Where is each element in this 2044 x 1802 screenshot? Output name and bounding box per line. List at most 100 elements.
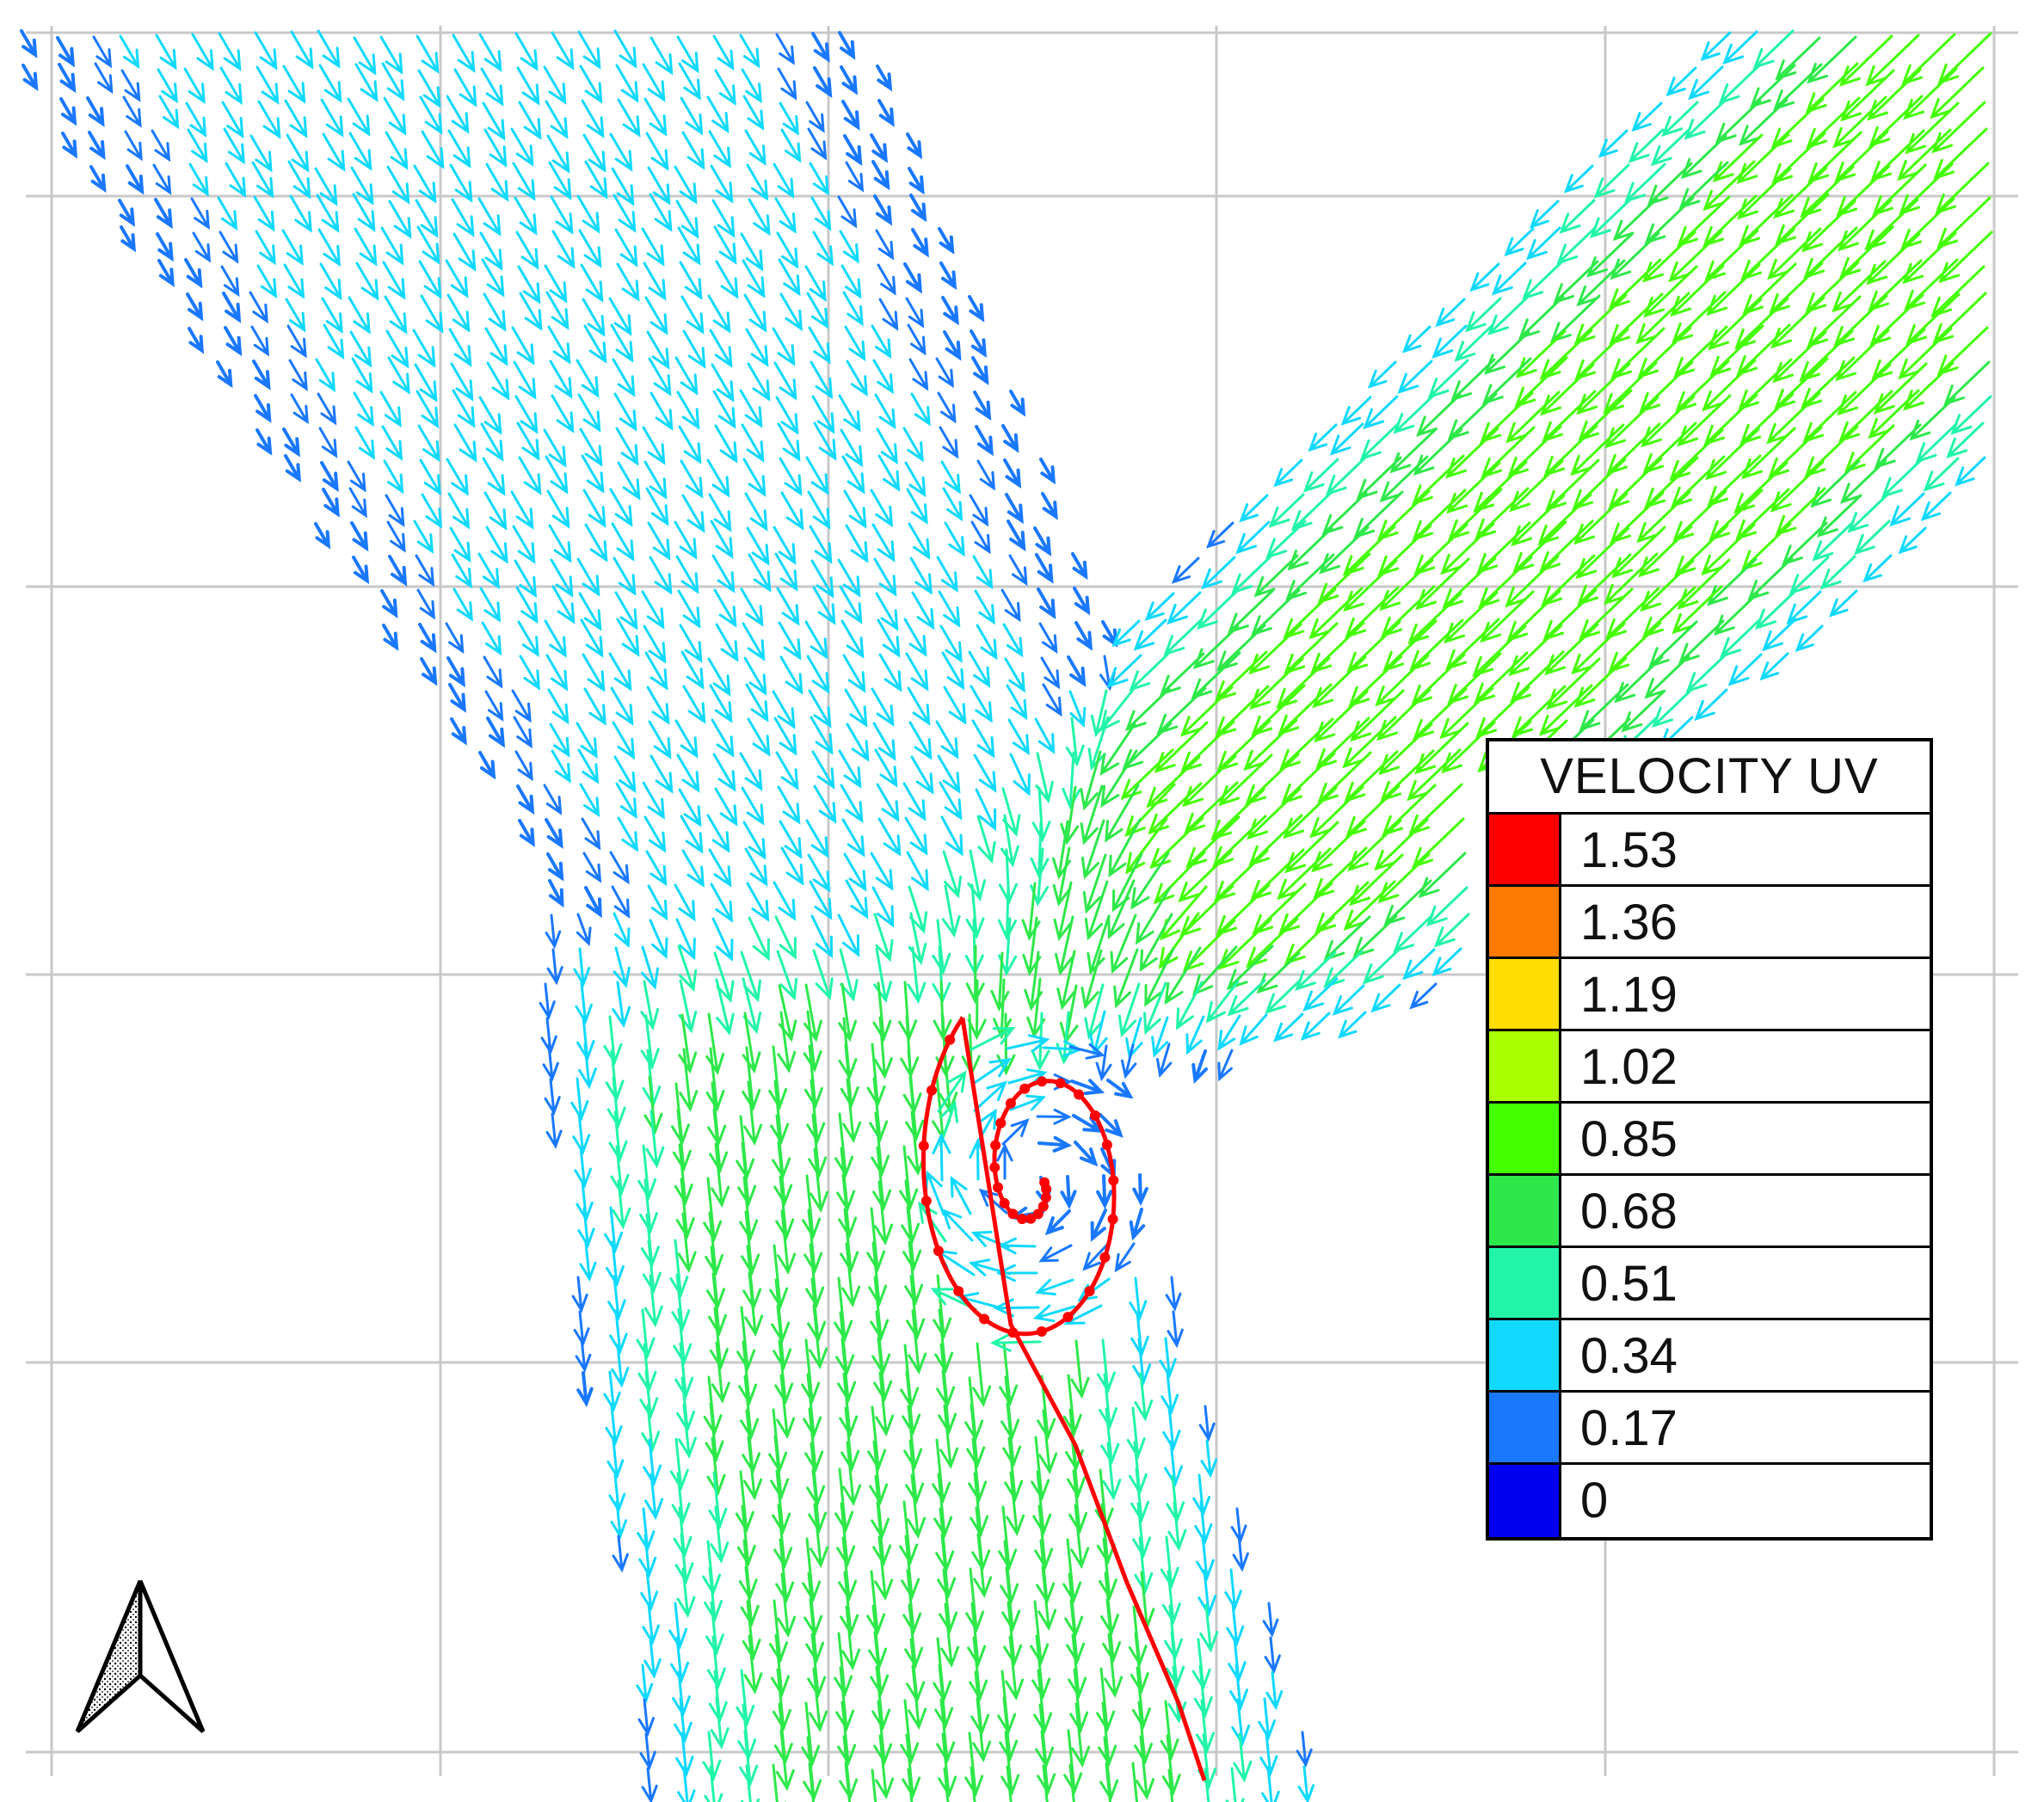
velocity-vector bbox=[1708, 298, 1763, 351]
velocity-vector bbox=[807, 127, 828, 161]
velocity-vector bbox=[1182, 754, 1237, 808]
velocity-vector bbox=[902, 1206, 922, 1272]
velocity-vector bbox=[675, 555, 699, 594]
velocity-vector bbox=[1546, 657, 1601, 710]
vortex-trace-point bbox=[1037, 1076, 1048, 1087]
velocity-vector bbox=[643, 1075, 663, 1135]
velocity-vector bbox=[1775, 193, 1830, 246]
velocity-vector bbox=[1713, 592, 1759, 636]
velocity-vector bbox=[1481, 426, 1536, 479]
velocity-vector bbox=[1348, 655, 1403, 708]
velocity-vector bbox=[1431, 324, 1468, 359]
velocity-vector bbox=[944, 521, 965, 557]
velocity-vector bbox=[578, 1042, 597, 1090]
vortex-trace-point bbox=[1089, 1110, 1100, 1121]
velocity-vector bbox=[1179, 686, 1234, 737]
velocity-vector bbox=[1107, 879, 1136, 940]
velocity-vector bbox=[617, 461, 641, 501]
velocity-vector bbox=[741, 423, 765, 463]
velocity-vector bbox=[906, 488, 928, 525]
velocity-vector bbox=[576, 1371, 594, 1408]
velocity-vector bbox=[1151, 1016, 1169, 1058]
velocity-vector bbox=[972, 1697, 992, 1763]
velocity-vector bbox=[1308, 587, 1364, 640]
velocity-vector bbox=[1001, 424, 1019, 453]
velocity-vector bbox=[908, 885, 928, 934]
velocity-vector bbox=[1508, 624, 1563, 677]
velocity-vector bbox=[1739, 98, 1788, 146]
velocity-vector bbox=[1261, 1766, 1280, 1802]
velocity-vector bbox=[746, 526, 770, 566]
velocity-vector bbox=[1060, 1175, 1077, 1209]
velocity-vector bbox=[872, 722, 896, 761]
velocity-vector bbox=[874, 393, 896, 430]
velocity-vector bbox=[1770, 97, 1825, 149]
velocity-vector bbox=[1641, 395, 1696, 448]
velocity-vector bbox=[739, 389, 763, 428]
velocity-vector bbox=[1041, 492, 1058, 520]
velocity-vector bbox=[901, 1534, 920, 1601]
vortex-trace-point bbox=[953, 1286, 964, 1297]
velocity-vector bbox=[1448, 488, 1503, 541]
velocity-vector bbox=[453, 68, 477, 108]
velocity-vector bbox=[1539, 329, 1593, 380]
velocity-vector bbox=[578, 229, 602, 268]
velocity-vector bbox=[1067, 1435, 1086, 1499]
velocity-vector bbox=[1766, 391, 1821, 445]
velocity-vector bbox=[1197, 590, 1238, 630]
velocity-vector bbox=[610, 323, 634, 363]
velocity-vector bbox=[1006, 1034, 1050, 1053]
velocity-vector bbox=[742, 821, 766, 860]
velocity-vector bbox=[1099, 1113, 1124, 1138]
velocity-vector bbox=[770, 1633, 790, 1698]
velocity-vector bbox=[840, 619, 865, 659]
velocity-vector bbox=[813, 66, 833, 98]
velocity-vector bbox=[220, 265, 240, 298]
velocity-vector bbox=[810, 559, 834, 599]
velocity-vector bbox=[1474, 651, 1529, 704]
velocity-vector bbox=[806, 655, 830, 694]
velocity-vector bbox=[1062, 1538, 1082, 1604]
velocity-vector bbox=[1397, 360, 1433, 394]
velocity-vector bbox=[1120, 748, 1174, 800]
velocity-vector bbox=[255, 230, 276, 266]
velocity-vector bbox=[811, 750, 835, 790]
velocity-vector bbox=[1505, 391, 1561, 444]
velocity-vector bbox=[710, 883, 733, 923]
velocity-vector bbox=[1670, 264, 1725, 317]
velocity-vector bbox=[679, 1048, 699, 1112]
velocity-vector bbox=[511, 326, 535, 366]
velocity-vector bbox=[1262, 1602, 1279, 1638]
velocity-vector bbox=[871, 1111, 890, 1178]
velocity-vector bbox=[351, 357, 373, 394]
velocity-vector bbox=[1869, 293, 1924, 347]
velocity-vector bbox=[772, 327, 796, 366]
velocity-vector bbox=[516, 421, 540, 461]
velocity-vector bbox=[706, 458, 730, 498]
velocity-vector bbox=[616, 618, 640, 657]
velocity-vector bbox=[576, 722, 598, 759]
vortex-trace-point bbox=[945, 1034, 956, 1045]
velocity-vector bbox=[674, 883, 696, 922]
velocity-vector bbox=[1129, 1276, 1148, 1322]
velocity-vector bbox=[715, 260, 739, 299]
velocity-vector bbox=[1522, 261, 1563, 300]
velocity-vector bbox=[999, 1341, 1019, 1407]
velocity-vector bbox=[546, 852, 564, 882]
velocity-vector bbox=[973, 1533, 993, 1599]
velocity-vector bbox=[772, 1469, 791, 1535]
velocity-vector bbox=[1245, 753, 1300, 806]
velocity-vector bbox=[1543, 424, 1598, 477]
velocity-vector bbox=[712, 390, 736, 429]
velocity-vector bbox=[875, 592, 899, 631]
velocity-vector bbox=[937, 1070, 967, 1113]
velocity-vector bbox=[603, 1370, 621, 1412]
velocity-vector bbox=[1295, 950, 1337, 991]
velocity-vector bbox=[803, 1010, 822, 1073]
velocity-vector bbox=[191, 33, 214, 71]
velocity-vector bbox=[379, 391, 402, 428]
velocity-vector bbox=[1217, 918, 1272, 970]
velocity-vector bbox=[837, 913, 860, 957]
velocity-vector bbox=[1143, 981, 1167, 1036]
legend-label: 1.53 bbox=[1580, 822, 1678, 878]
